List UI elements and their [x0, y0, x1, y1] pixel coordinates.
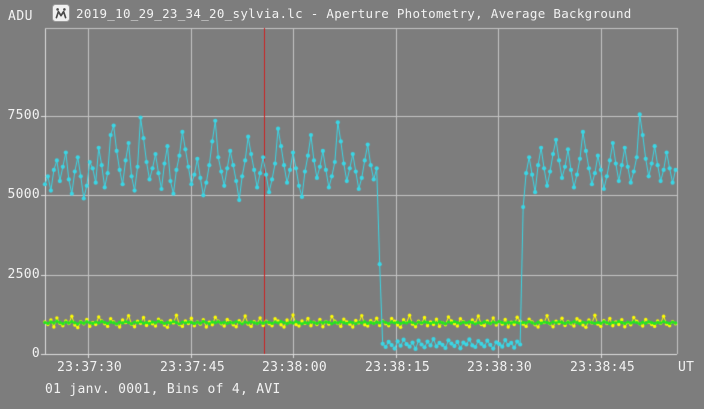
x-tick-label: 23:37:30: [57, 360, 123, 375]
x-tick-label: 23:37:45: [160, 360, 226, 375]
y-tick-label: 7500: [7, 108, 40, 123]
x-tick-label: 23:38:45: [570, 360, 636, 375]
y-tick-label: 0: [31, 346, 40, 361]
x-axis-unit-label: UT: [678, 360, 695, 375]
y-tick-label: 2500: [7, 267, 40, 282]
y-tick-label: 5000: [7, 187, 40, 202]
x-tick-label: 23:38:15: [365, 360, 431, 375]
x-tick-label: 23:38:30: [467, 360, 533, 375]
x-tick-label: 23:38:00: [262, 360, 328, 375]
status-bar-text: 01 janv. 0001, Bins of 4, AVI: [45, 382, 281, 397]
